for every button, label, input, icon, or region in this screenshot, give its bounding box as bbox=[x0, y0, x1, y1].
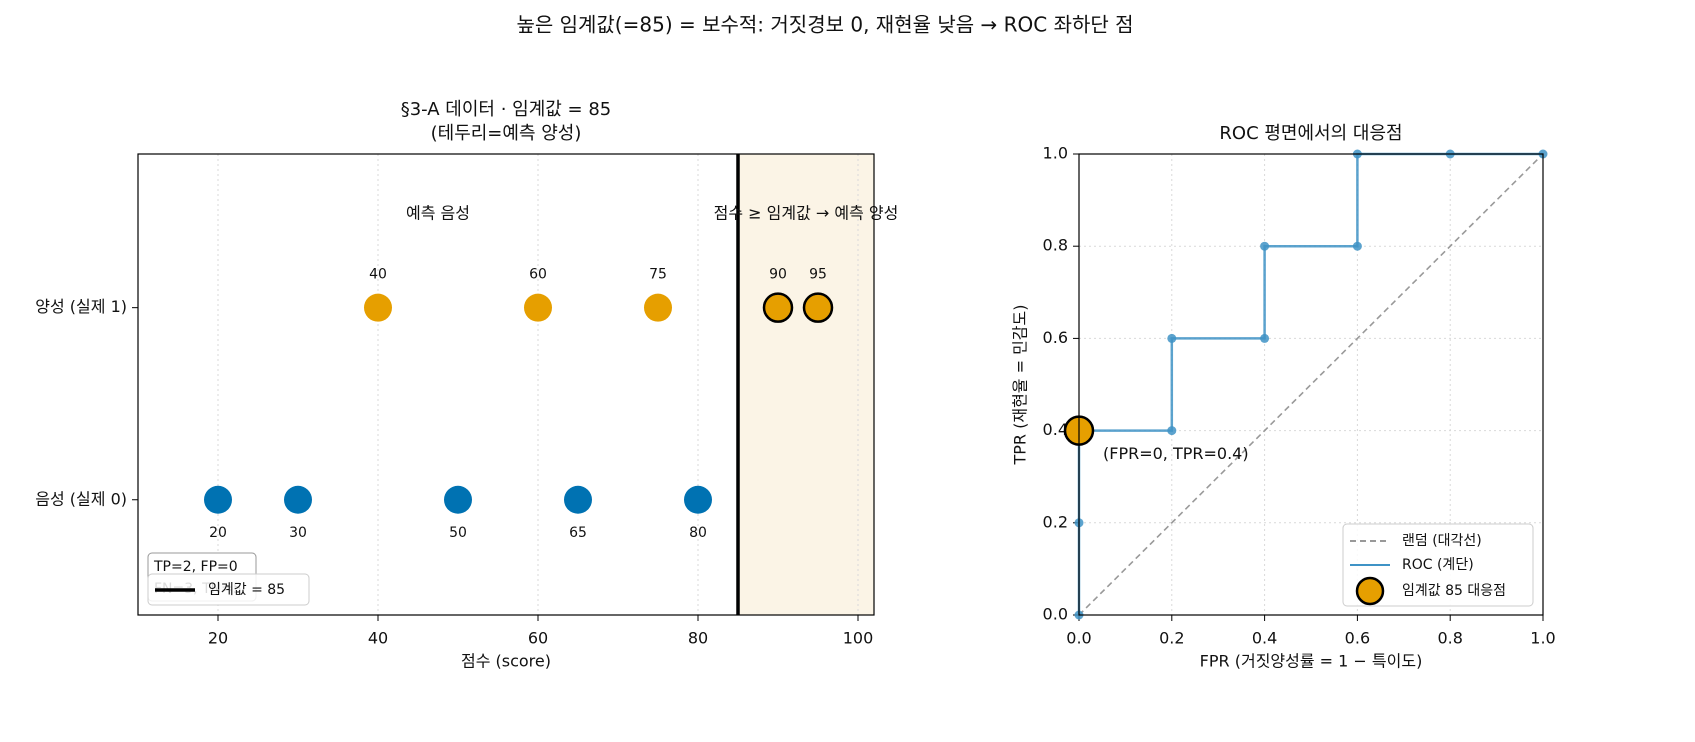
x-tick-label: 0.6 bbox=[1345, 629, 1370, 648]
chart-title: §3-A 데이터 · 임계값 = 85 bbox=[401, 99, 612, 120]
y-tick-label: 0.2 bbox=[1043, 512, 1068, 531]
y-tick-label: 0.4 bbox=[1043, 420, 1068, 439]
point-label: 60 bbox=[529, 267, 547, 283]
point-label: 50 bbox=[449, 525, 467, 541]
point bbox=[524, 293, 552, 322]
x-tick-label: 40 bbox=[368, 629, 388, 648]
point bbox=[684, 485, 712, 514]
x-tick-label: 100 bbox=[843, 629, 874, 648]
point bbox=[364, 293, 392, 322]
x-tick-label: 0.0 bbox=[1066, 629, 1091, 648]
point-label: 90 bbox=[769, 267, 787, 283]
y-tick-label: 양성 (실제 1) bbox=[35, 297, 127, 316]
y-tick-label: 0.8 bbox=[1043, 236, 1068, 255]
point bbox=[762, 292, 794, 323]
legend-label: 임계값 = 85 bbox=[208, 582, 285, 598]
series-marker bbox=[1260, 333, 1270, 343]
highlight-label: (FPR=0, TPR=0.4) bbox=[1103, 444, 1249, 463]
point-label: 20 bbox=[209, 525, 227, 541]
region-annotation: 예측 음성 bbox=[406, 204, 470, 223]
series-line bbox=[1078, 153, 1544, 616]
point-label: 75 bbox=[649, 267, 667, 283]
legend-marker bbox=[1355, 576, 1385, 606]
point-label: 65 bbox=[569, 525, 587, 541]
point-label: 95 bbox=[809, 267, 827, 283]
point-label: 30 bbox=[289, 525, 307, 541]
x-tick-label: 0.8 bbox=[1437, 629, 1462, 648]
y-axis-label: TPR (재현율 = 민감도) bbox=[1011, 304, 1030, 465]
y-tick-label: 0.0 bbox=[1043, 605, 1068, 624]
x-axis-label: 점수 (score) bbox=[461, 652, 551, 671]
series-marker bbox=[1260, 241, 1270, 251]
legend-label: 임계값 85 대응점 bbox=[1402, 583, 1506, 599]
suptitle: 높은 임계값(=85) = 보수적: 거짓경보 0, 재현율 낮음 → ROC … bbox=[516, 13, 1133, 37]
x-tick-label: 20 bbox=[208, 629, 228, 648]
x-tick-label: 60 bbox=[528, 629, 548, 648]
region-annotation: 점수 ≥ 임계값 → 예측 양성 bbox=[714, 204, 899, 223]
series-marker bbox=[1167, 333, 1177, 343]
point bbox=[564, 485, 592, 514]
point bbox=[284, 485, 312, 514]
legend-box bbox=[1342, 523, 1534, 607]
x-tick-label: 80 bbox=[688, 629, 708, 648]
chart-title: (테두리=예측 양성) bbox=[431, 123, 582, 144]
legend-label: ROC (계단) bbox=[1402, 557, 1474, 573]
point bbox=[644, 293, 672, 322]
x-tick-label: 0.2 bbox=[1159, 629, 1184, 648]
plot-frame bbox=[137, 153, 875, 616]
point bbox=[444, 485, 472, 514]
confusion-text: TP=2, FP=0 bbox=[153, 559, 238, 575]
x-axis-label: FPR (거짓양성률 = 1 − 특이도) bbox=[1200, 652, 1423, 671]
x-tick-label: 0.4 bbox=[1252, 629, 1277, 648]
y-tick-label: 1.0 bbox=[1043, 144, 1068, 163]
y-tick-label: 음성 (실제 0) bbox=[35, 489, 127, 508]
legend-box bbox=[147, 573, 310, 606]
x-tick-label: 1.0 bbox=[1530, 629, 1555, 648]
point-label: 40 bbox=[369, 267, 387, 283]
point bbox=[802, 292, 834, 323]
point-label: 80 bbox=[689, 525, 707, 541]
legend-label: 랜덤 (대각선) bbox=[1402, 533, 1482, 549]
plot-frame bbox=[1078, 153, 1544, 616]
y-tick-label: 0.6 bbox=[1043, 328, 1068, 347]
positive-region bbox=[738, 154, 874, 615]
series-marker bbox=[1167, 426, 1177, 436]
series-marker bbox=[1352, 241, 1362, 251]
chart-title: ROC 평면에서의 대응점 bbox=[1219, 123, 1402, 144]
point bbox=[204, 485, 232, 514]
